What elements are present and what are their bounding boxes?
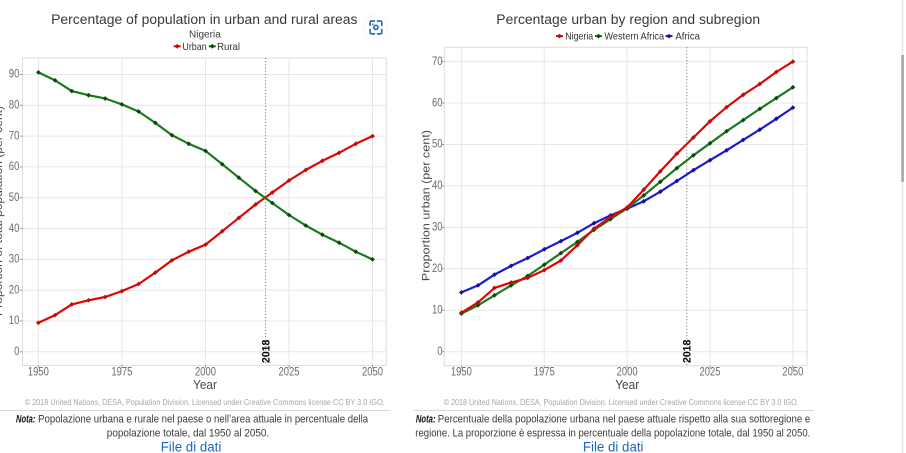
svg-text:Nota:: Nota: <box>16 414 36 426</box>
svg-text:70: 70 <box>9 130 20 142</box>
svg-text:File di dati: File di dati <box>583 439 644 453</box>
svg-text:File di dati: File di dati <box>161 439 222 453</box>
svg-text:20: 20 <box>9 284 20 296</box>
svg-text:1975: 1975 <box>111 367 132 379</box>
svg-text:10: 10 <box>9 315 20 327</box>
svg-text:© 2018 United Nations, DESA, P: © 2018 United Nations, DESA, Population … <box>444 397 799 407</box>
svg-text:1975: 1975 <box>534 367 555 379</box>
svg-text:2025: 2025 <box>279 367 300 379</box>
svg-text:Year: Year <box>193 378 217 392</box>
svg-text:Proportion urban (per cent): Proportion urban (per cent) <box>421 130 433 281</box>
svg-text:0: 0 <box>437 346 442 358</box>
svg-text:popolazione totale, dal 1950 a: popolazione totale, dal 1950 al 2050. <box>107 428 269 440</box>
svg-text:2000: 2000 <box>617 367 638 379</box>
svg-text:Western Africa: Western Africa <box>604 31 664 43</box>
svg-text:0: 0 <box>14 346 19 358</box>
svg-text:60: 60 <box>9 161 20 173</box>
svg-text:40: 40 <box>9 223 20 235</box>
svg-text:Rural: Rural <box>217 41 240 53</box>
svg-text:Popolazione urbana e rurale ne: Popolazione urbana e rurale nel paese o … <box>38 414 369 426</box>
svg-text:2050: 2050 <box>782 367 803 379</box>
svg-text:10: 10 <box>432 305 443 317</box>
svg-text:Urban: Urban <box>182 41 206 53</box>
svg-text:Percentuale della popolazione: Percentuale della popolazione urbana nel… <box>438 414 811 426</box>
svg-text:1950: 1950 <box>28 367 49 379</box>
svg-text:90: 90 <box>9 69 20 81</box>
svg-text:2025: 2025 <box>700 367 721 379</box>
svg-text:regione. La proporzione è espr: regione. La proporzione è espressa in pe… <box>415 428 810 440</box>
svg-text:2000: 2000 <box>195 367 216 379</box>
svg-text:Percentage of population in ur: Percentage of population in urban and ru… <box>51 12 358 27</box>
svg-text:60: 60 <box>432 97 443 109</box>
svg-text:80: 80 <box>9 100 20 112</box>
svg-text:Year: Year <box>615 378 639 392</box>
svg-text:Nigeria: Nigeria <box>189 29 221 41</box>
svg-text:30: 30 <box>9 254 20 266</box>
svg-text:Proportion of total population: Proportion of total population (per cent… <box>0 106 5 316</box>
svg-text:20: 20 <box>432 263 443 275</box>
svg-text:30: 30 <box>432 222 443 234</box>
svg-text:50: 50 <box>432 139 443 151</box>
svg-text:40: 40 <box>432 180 443 192</box>
svg-text:70: 70 <box>432 56 443 68</box>
svg-text:2018: 2018 <box>682 340 694 363</box>
svg-text:Nota:: Nota: <box>416 414 436 426</box>
svg-text:Africa: Africa <box>675 31 700 43</box>
svg-text:2050: 2050 <box>362 367 383 379</box>
svg-text:1950: 1950 <box>451 367 472 379</box>
svg-text:2018: 2018 <box>260 340 272 363</box>
svg-text:Nigeria: Nigeria <box>565 31 593 43</box>
svg-text:50: 50 <box>9 192 20 204</box>
svg-text:Percentage urban by region and: Percentage urban by region and subregion <box>496 12 760 27</box>
svg-text:© 2018 United Nations, DESA, P: © 2018 United Nations, DESA, Population … <box>25 397 385 407</box>
